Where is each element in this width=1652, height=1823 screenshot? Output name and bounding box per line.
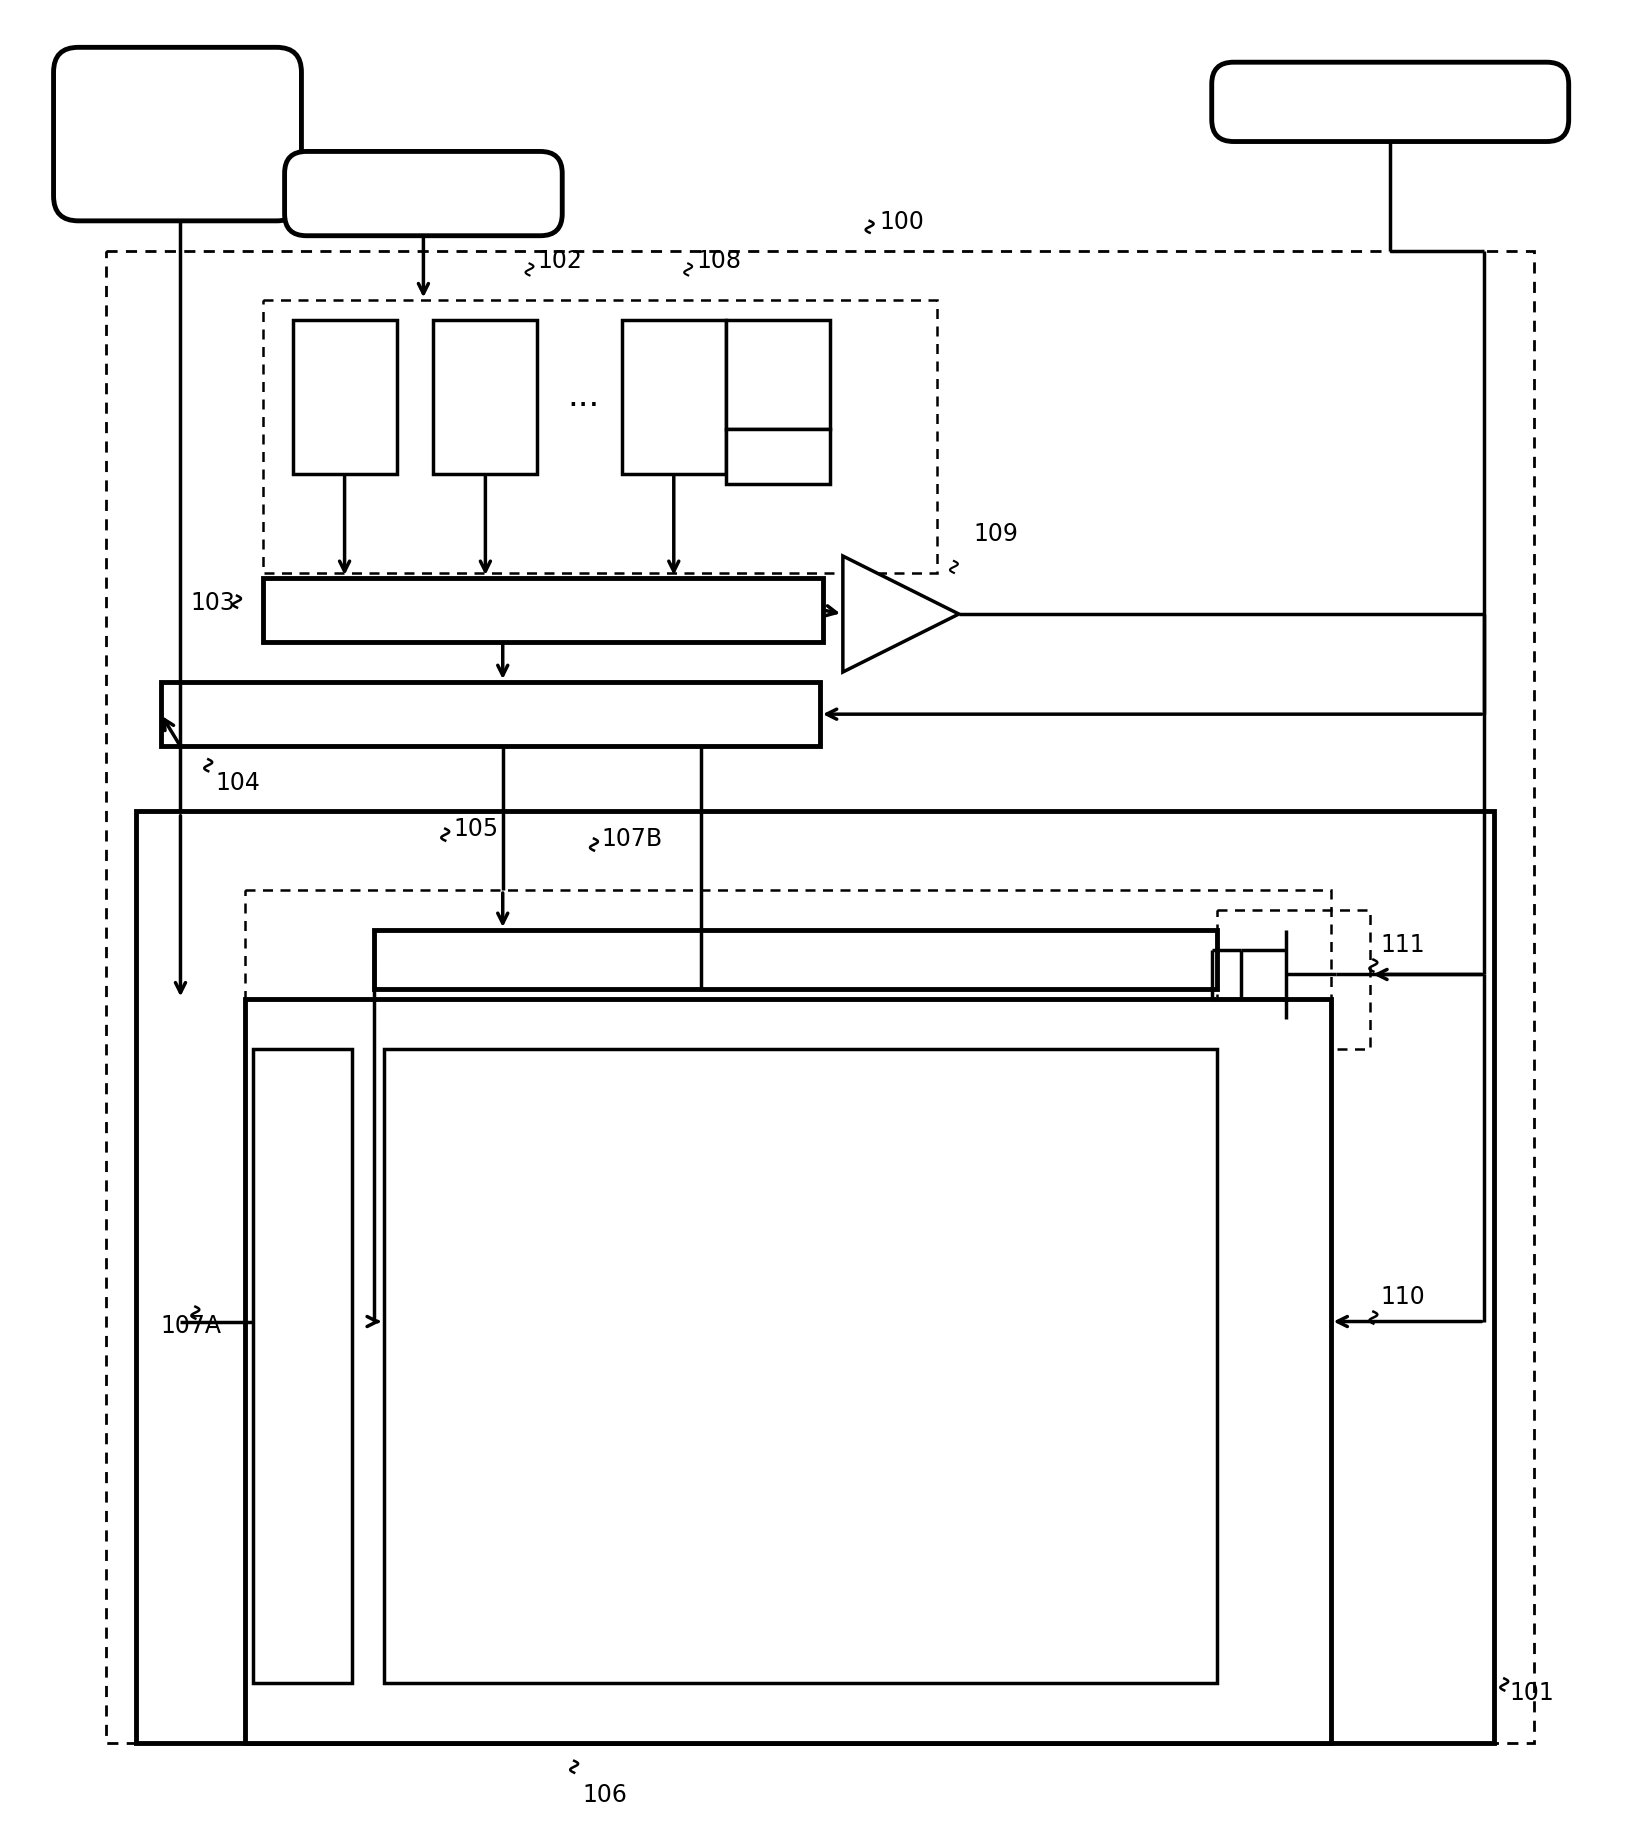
Text: 107A: 107A [160, 1314, 221, 1338]
Text: 109: 109 [973, 521, 1019, 547]
Bar [244, 890, 1332, 1723]
Bar [725, 428, 829, 483]
Bar [1216, 910, 1371, 1048]
Bar [383, 1048, 1216, 1683]
Bar [263, 578, 823, 642]
Bar [621, 321, 725, 474]
Text: 107B: 107B [601, 826, 662, 851]
Bar [373, 930, 1216, 990]
Text: 108: 108 [695, 250, 742, 273]
Text: ...: ... [567, 381, 600, 414]
Text: 103: 103 [190, 591, 235, 614]
FancyBboxPatch shape [284, 151, 562, 235]
Polygon shape [843, 556, 958, 673]
Text: 104: 104 [215, 771, 259, 795]
Bar [433, 321, 537, 474]
Bar [253, 1048, 352, 1683]
Text: 101: 101 [1510, 1681, 1555, 1705]
FancyBboxPatch shape [53, 47, 301, 221]
Text: SP, CK
Vdd, Vss: SP, CK Vdd, Vss [124, 106, 231, 162]
Bar [135, 811, 1495, 1743]
Bar [244, 999, 1332, 1743]
Bar [263, 301, 937, 572]
Bar [160, 682, 819, 746]
FancyBboxPatch shape [1211, 62, 1569, 142]
Text: 105: 105 [453, 817, 499, 840]
Text: 102: 102 [537, 250, 582, 273]
Bar [106, 250, 1535, 1743]
Text: Vcom: Vcom [1348, 88, 1434, 117]
Text: 111: 111 [1381, 933, 1426, 957]
Bar [725, 321, 829, 428]
Text: 106: 106 [582, 1783, 628, 1807]
Text: 100: 100 [879, 210, 925, 233]
Bar [292, 321, 396, 474]
Text: 110: 110 [1381, 1285, 1426, 1309]
Text: Data: Data [387, 179, 459, 208]
